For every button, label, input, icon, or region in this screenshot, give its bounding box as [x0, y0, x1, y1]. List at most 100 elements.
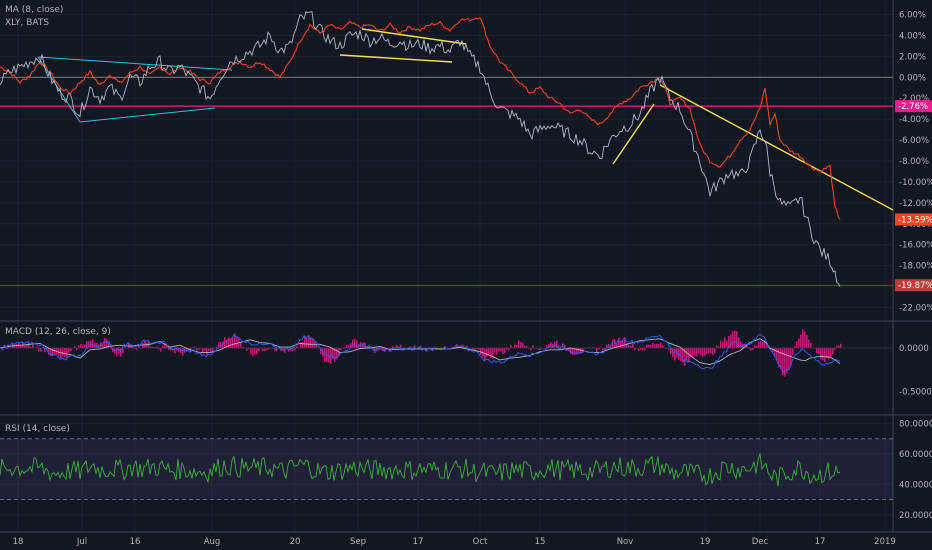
macd-histogram-bar — [6, 348, 8, 350]
macd-histogram-bar — [700, 348, 702, 356]
x-tick-label: 2019 — [874, 537, 896, 547]
macd-histogram-bar — [418, 346, 420, 348]
trendline-descending[interactable] — [659, 84, 894, 211]
flag-upper-line — [361, 28, 467, 45]
macd-histogram-bar — [692, 348, 694, 358]
macd-histogram-bar — [332, 348, 334, 359]
macd-histogram-bar — [648, 344, 650, 348]
macd-histogram-bar — [146, 342, 148, 348]
macd-histogram-bar — [288, 348, 290, 352]
macd-histogram-bar — [514, 345, 516, 348]
macd-histogram-bar — [822, 348, 824, 361]
macd-histogram-bar — [824, 348, 826, 362]
legend-ma[interactable]: MA (8, close) — [5, 5, 63, 15]
trendline-upswing[interactable] — [612, 103, 655, 165]
macd-histogram-bar — [290, 348, 292, 352]
macd-histogram-bar — [652, 342, 654, 348]
macd-histogram-bar — [654, 344, 656, 348]
legend-symbol[interactable]: XLY, BATS — [5, 18, 49, 28]
grid-lines — [0, 0, 893, 532]
macd-histogram-bar — [828, 348, 830, 360]
macd-histogram-bar — [254, 348, 256, 355]
flag-lower-line — [339, 54, 453, 63]
macd-histogram-bar — [104, 337, 106, 348]
macd-histogram-bar — [410, 346, 412, 348]
macd-histogram-bar — [68, 348, 70, 353]
macd-histogram-bar — [240, 341, 242, 348]
macd-histogram-bar — [222, 342, 224, 348]
macd-histogram-bar — [628, 345, 630, 348]
price-tag-label: -13.59% — [898, 216, 932, 226]
macd-histogram-bar — [312, 338, 314, 348]
macd-histogram-bar — [798, 338, 800, 348]
macd-histogram-bar — [220, 341, 222, 348]
macd-histogram-bar — [258, 348, 260, 352]
macd-histogram-bar — [736, 331, 738, 348]
macd-histogram-bar — [716, 345, 718, 348]
y-tick-label: -6.00% — [899, 136, 929, 146]
macd-histogram-bar — [724, 337, 726, 348]
macd-histogram-bar — [658, 343, 660, 348]
macd-histogram-bar — [218, 342, 220, 348]
macd-histogram-bar — [784, 348, 786, 377]
macd-histogram-bar — [562, 343, 564, 348]
y-tick-label: 6.00% — [899, 10, 926, 20]
macd-histogram-bar — [106, 339, 108, 348]
macd-histogram-bar — [26, 344, 28, 348]
macd-histogram-bar — [372, 348, 374, 350]
rsi-tick-label: 20.0000 — [899, 511, 932, 521]
macd-histogram-bar — [134, 348, 136, 350]
macd-histogram-bar — [180, 348, 182, 354]
rsi-line — [0, 453, 841, 487]
macd-histogram-bar — [268, 348, 270, 350]
macd-histogram-bar — [320, 348, 322, 355]
macd-histogram-bar — [280, 348, 282, 351]
macd-histogram-bar — [206, 348, 208, 355]
macd-histogram-bar — [646, 344, 648, 348]
x-tick-label: Sep — [350, 537, 366, 547]
macd-histogram-bar — [720, 340, 722, 348]
macd-histogram-bar — [120, 348, 122, 357]
macd-histogram-bar — [522, 342, 524, 348]
drawing-flag[interactable] — [339, 28, 467, 63]
macd-histogram-bar — [50, 348, 52, 356]
macd-histogram-bar — [620, 340, 622, 348]
macd-histogram-bar — [90, 340, 92, 348]
macd-histogram-bar — [230, 339, 232, 348]
macd-histogram-bar — [660, 342, 662, 348]
macd-histogram-bar — [662, 345, 664, 348]
price-tags: -2.76% -13.59% -19.87% — [895, 100, 932, 292]
macd-histogram-bar — [804, 331, 806, 348]
y-tick-label: -16.00% — [899, 241, 932, 251]
macd-histogram-bar — [578, 348, 580, 354]
macd-histogram-bar — [618, 337, 620, 348]
macd-histogram-bar — [656, 343, 658, 348]
macd-histogram-bar — [630, 345, 632, 348]
macd-histogram-bar — [532, 345, 534, 348]
macd-histogram-bar — [788, 348, 790, 371]
macd-histogram-bar — [640, 348, 642, 350]
macd-histogram-bar — [686, 348, 688, 361]
macd-histogram-bar — [458, 345, 460, 348]
macd-histogram-bar — [764, 340, 766, 348]
x-tick-label: 19 — [700, 537, 711, 547]
macd-histogram-bar — [714, 348, 716, 354]
x-axis-ticks: 18 Jul 16 Aug 20 Sep 17 Oct 15 Nov 19 Dec 17 2019 — [13, 537, 896, 547]
macd-histogram-bar — [606, 344, 608, 348]
macd-histogram-bar — [378, 348, 380, 351]
macd-histogram-bar — [494, 348, 496, 353]
macd-histogram-bar — [774, 348, 776, 357]
macd-histogram-bar — [556, 340, 558, 348]
macd-histogram-bar — [234, 333, 236, 348]
macd-histogram-bar — [772, 348, 774, 353]
macd-histogram-bar — [592, 347, 594, 348]
macd-histogram-bar — [124, 345, 126, 348]
macd-histogram-bar — [392, 346, 394, 348]
legend-rsi[interactable]: RSI (14, close) — [5, 424, 70, 434]
macd-histogram-bar — [202, 348, 204, 353]
y-tick-label: 0.00% — [899, 73, 926, 83]
x-tick-label: Aug — [204, 537, 221, 547]
macd-histogram-bar — [86, 341, 88, 348]
legend-macd[interactable]: MACD (12, 26, close, 9) — [5, 327, 111, 337]
